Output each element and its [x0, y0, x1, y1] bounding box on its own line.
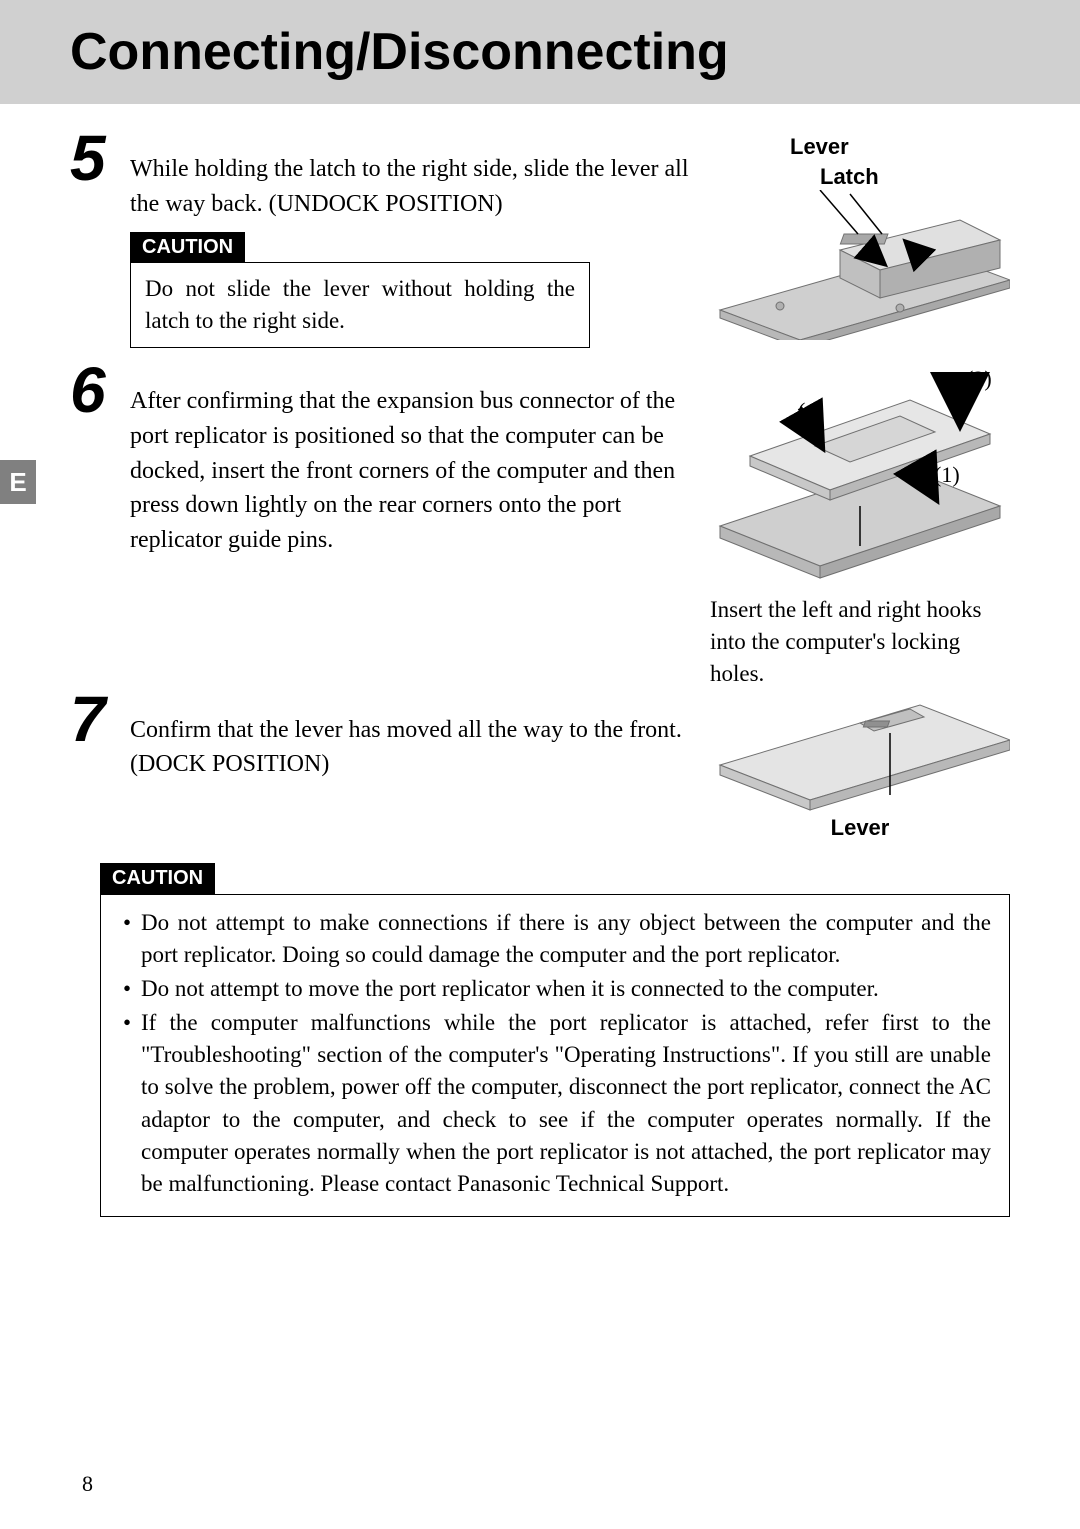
step-6-number: 6 — [70, 358, 130, 422]
step-6: 6 After confirming that the expansion bu… — [70, 366, 690, 558]
latch-label: Latch — [820, 164, 879, 189]
caution-item: Do not attempt to move the port replicat… — [119, 973, 991, 1005]
step-5-number: 5 — [70, 126, 130, 190]
lever-label: Lever — [790, 134, 849, 159]
content: 5 While holding the latch to the right s… — [0, 104, 1080, 1217]
step-7: 7 Confirm that the lever has moved all t… — [70, 695, 690, 783]
callout-1: (1) — [798, 398, 824, 424]
figure-6-svg — [710, 366, 1010, 586]
figure-6-caption: Insert the left and right hooks into the… — [710, 586, 1010, 691]
title-bar: Connecting/Disconnecting — [0, 0, 1080, 104]
caution-box-big: Do not attempt to make connections if th… — [100, 894, 1010, 1218]
caution-item: Do not attempt to make connections if th… — [119, 907, 991, 971]
caution-label: CAUTION — [130, 232, 245, 263]
step-6-figure: (1) (2) (1) Insert the left and right ho… — [710, 366, 1010, 691]
step-7-text: Confirm that the lever has moved all the… — [130, 695, 690, 783]
step-6-left: 6 After confirming that the expansion bu… — [70, 366, 690, 558]
caution-label-big: CAUTION — [100, 863, 215, 894]
step-5-figure: Lever Latch — [710, 134, 1010, 340]
step-6-row: 6 After confirming that the expansion bu… — [70, 366, 1010, 691]
figure-6: (1) (2) (1) — [710, 366, 1010, 586]
figure-5-svg — [710, 190, 1010, 340]
step-5: 5 While holding the latch to the right s… — [70, 134, 690, 222]
step-7-figure: Lever — [710, 695, 1010, 841]
caution-list: Do not attempt to make connections if th… — [119, 907, 991, 1201]
step-7-row: 7 Confirm that the lever has moved all t… — [70, 695, 1010, 841]
figure-7-svg — [710, 695, 1010, 815]
step-6-text: After confirming that the expansion bus … — [130, 366, 690, 558]
callout-1b: (1) — [934, 462, 960, 488]
caution-box-small: Do not slide the lever without holding t… — [130, 262, 590, 348]
step-5-caution-wrap: CAUTION Do not slide the lever without h… — [130, 232, 690, 348]
figure-5: Lever Latch — [710, 134, 1010, 340]
figure-7: Lever — [710, 695, 1010, 841]
step-5-left: 5 While holding the latch to the right s… — [70, 134, 690, 348]
step-7-left: 7 Confirm that the lever has moved all t… — [70, 695, 690, 783]
step-7-number: 7 — [70, 687, 130, 751]
callout-2: (2) — [966, 366, 992, 392]
step-5-row: 5 While holding the latch to the right s… — [70, 134, 1010, 348]
step-5-text: While holding the latch to the right sid… — [130, 134, 690, 222]
page: Connecting/Disconnecting E 5 While holdi… — [0, 0, 1080, 1529]
caution-item: If the computer malfunctions while the p… — [119, 1007, 991, 1200]
lever-label-7: Lever — [831, 815, 890, 840]
caution-bottom-wrap: CAUTION Do not attempt to make connectio… — [100, 863, 1010, 1218]
page-title: Connecting/Disconnecting — [70, 22, 1040, 82]
page-number: 8 — [82, 1471, 93, 1497]
